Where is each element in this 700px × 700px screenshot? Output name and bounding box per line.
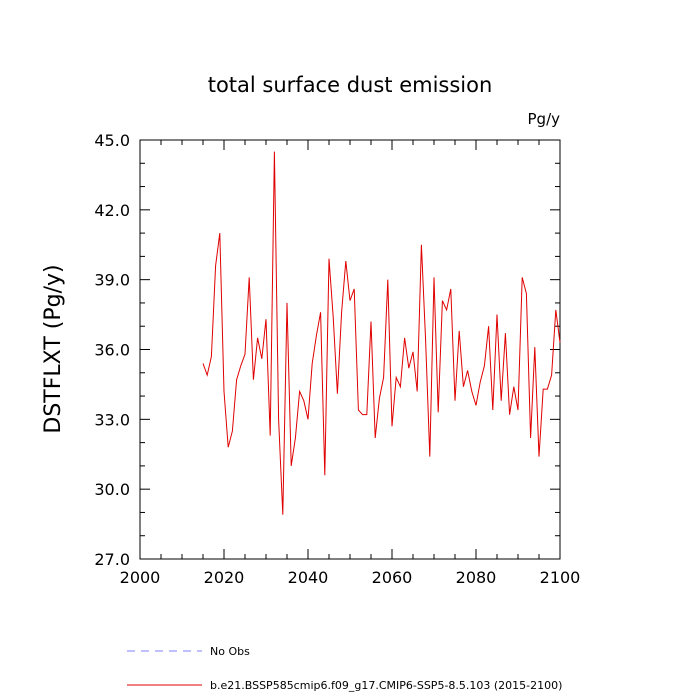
plot-frame xyxy=(139,139,561,560)
series-line xyxy=(202,151,561,515)
legend-label: No Obs xyxy=(210,645,250,658)
y-tick-label: 36.0 xyxy=(94,341,130,360)
x-tick-label: 2020 xyxy=(204,568,245,587)
y-tick-label: 33.0 xyxy=(94,410,130,429)
x-tick-label: 2100 xyxy=(540,568,581,587)
y-axis-label: DSTFLXT (Pg/y) xyxy=(41,264,66,433)
y-tick-label: 30.0 xyxy=(94,480,130,499)
legend-label: b.e21.BSSP585cmip6.f09_g17.CMIP6-SSP5-8.… xyxy=(210,679,562,692)
y-tick-label: 39.0 xyxy=(94,271,130,290)
y-tick-label: 27.0 xyxy=(94,550,130,569)
y-tick-label: 42.0 xyxy=(94,201,130,220)
x-tick-label: 2000 xyxy=(120,568,161,587)
chart-title: total surface dust emission xyxy=(208,73,493,97)
x-tick-label: 2060 xyxy=(372,568,413,587)
x-tick-label: 2080 xyxy=(456,568,497,587)
x-tick-label: 2040 xyxy=(288,568,329,587)
series-layer xyxy=(202,151,561,515)
units-label: Pg/y xyxy=(528,110,561,128)
legend: No Obs b.e21.BSSP585cmip6.f09_g17.CMIP6-S… xyxy=(127,645,562,692)
minor-ticks xyxy=(140,140,560,559)
y-tick-label: 45.0 xyxy=(94,131,130,150)
x-axis: 2000 2020 2040 2060 2080 2100 xyxy=(120,140,581,587)
y-axis: 27.0 30.0 33.0 36.0 39.0 42.0 45.0 xyxy=(94,131,560,569)
